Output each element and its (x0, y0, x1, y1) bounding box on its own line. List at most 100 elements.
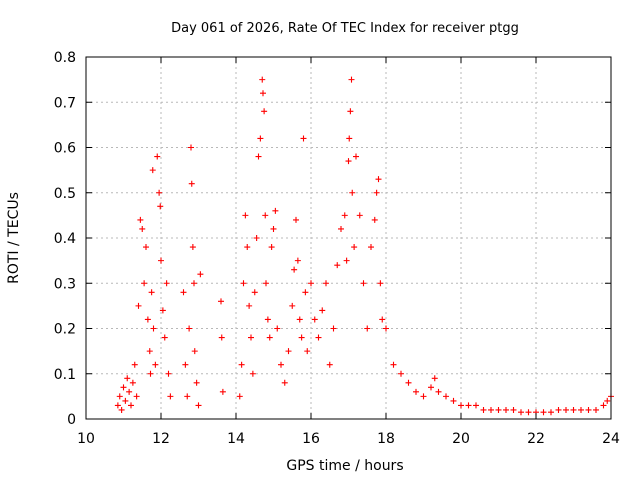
data-point (152, 361, 159, 368)
data-point (148, 289, 155, 296)
data-point (465, 402, 472, 409)
data-point (326, 361, 333, 368)
data-point (300, 135, 307, 142)
data-point (302, 289, 309, 296)
data-point (274, 325, 281, 332)
grid-lines (86, 57, 611, 419)
data-point (319, 307, 326, 314)
data-point (368, 244, 374, 251)
data-point (458, 402, 464, 409)
y-tick-label: 0.4 (54, 231, 76, 247)
x-tick-label: 16 (302, 431, 320, 447)
y-tick-label: 0.2 (54, 322, 76, 338)
data-point (323, 280, 329, 287)
data-point (118, 406, 125, 413)
data-point (157, 203, 164, 210)
data-point (165, 370, 172, 377)
data-point (191, 348, 198, 355)
data-point (186, 325, 193, 332)
data-point (351, 244, 358, 251)
data-point (161, 334, 168, 341)
data-point (503, 406, 509, 413)
data-point (219, 388, 226, 395)
data-point (285, 348, 292, 355)
data-point (585, 406, 592, 413)
data-point (260, 90, 266, 97)
data-point (334, 262, 341, 269)
data-point (347, 108, 354, 115)
data-point (246, 302, 253, 309)
x-tick-label: 24 (602, 431, 620, 447)
data-point (255, 153, 262, 160)
x-axis-ticks: 10 12 14 16 18 20 22 24 (77, 57, 620, 447)
data-point (593, 406, 599, 413)
data-point (525, 409, 532, 416)
data-point (141, 280, 148, 287)
data-point (261, 108, 268, 115)
x-tick-label: 10 (77, 431, 95, 447)
data-point (360, 280, 367, 287)
data-point (195, 402, 202, 409)
data-point (193, 379, 200, 386)
data-point (158, 257, 164, 264)
data-point (450, 397, 457, 404)
data-point (188, 180, 195, 187)
data-point (604, 397, 611, 404)
data-point (236, 393, 243, 400)
data-point (167, 393, 174, 400)
data-point (413, 388, 419, 395)
data-point (373, 189, 380, 196)
data-point (398, 370, 404, 377)
data-point (338, 225, 344, 232)
data-point (420, 393, 427, 400)
data-point (356, 212, 363, 219)
data-point (345, 158, 352, 165)
data-point (390, 361, 397, 368)
data-point (346, 135, 353, 142)
data-point (266, 334, 273, 341)
data-point (120, 384, 127, 391)
data-point (139, 225, 146, 232)
data-point (163, 280, 170, 287)
data-point (268, 244, 275, 251)
data-point (375, 176, 382, 183)
data-point (364, 325, 371, 332)
data-point (278, 361, 284, 368)
data-point (563, 406, 569, 413)
data-point (137, 216, 144, 223)
data-point (264, 316, 271, 323)
data-point (156, 189, 163, 196)
x-tick-label: 12 (152, 431, 170, 447)
data-point (428, 384, 434, 391)
data-point (495, 406, 502, 413)
data-point (379, 316, 386, 323)
x-tick-label: 20 (452, 431, 470, 447)
x-axis-label: GPS time / hours (286, 458, 403, 474)
data-point (555, 406, 562, 413)
data-point (348, 76, 355, 83)
data-point (146, 348, 153, 355)
x-tick-label: 22 (527, 431, 545, 447)
data-point (289, 302, 296, 309)
data-point (272, 207, 279, 214)
data-point (249, 370, 256, 377)
data-point (189, 244, 196, 251)
data-point (144, 316, 151, 323)
data-point (182, 361, 189, 368)
data-point (473, 402, 479, 409)
data-point (353, 153, 359, 160)
chart-title: Day 061 of 2026, Rate Of TEC Index for r… (171, 21, 519, 36)
data-point (238, 361, 245, 368)
data-point (296, 316, 303, 323)
data-point (131, 361, 138, 368)
data-point (304, 348, 311, 355)
data-point (197, 271, 204, 278)
data-point (147, 370, 154, 377)
y-tick-label: 0.1 (54, 367, 76, 383)
data-point (488, 406, 494, 413)
data-point (240, 280, 247, 287)
data-point (133, 393, 140, 400)
data-point (218, 334, 225, 341)
data-point (263, 280, 269, 287)
data-point (143, 244, 149, 251)
